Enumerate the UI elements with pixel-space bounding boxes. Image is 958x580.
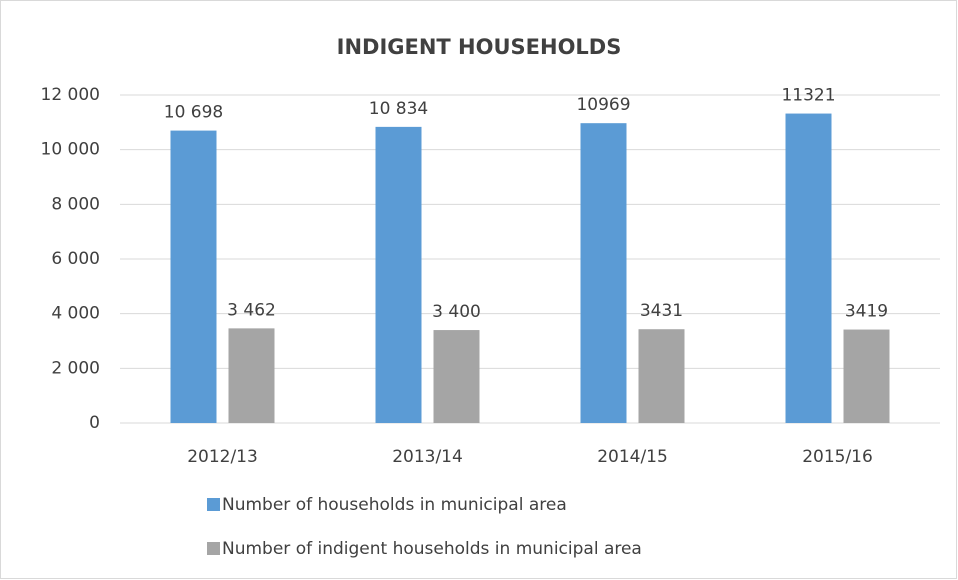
data-label: 3 462 — [227, 300, 276, 320]
bar — [433, 330, 480, 423]
data-label: 11321 — [781, 86, 835, 106]
y-tick-label: 6 000 — [51, 249, 100, 269]
data-label: 3 400 — [432, 302, 481, 322]
data-label: 3419 — [845, 302, 888, 322]
bar — [170, 130, 217, 423]
data-label: 10 834 — [369, 99, 428, 119]
y-tick-label: 10 000 — [41, 140, 100, 160]
legend-swatch — [207, 542, 220, 555]
y-tick-label: 2 000 — [51, 358, 100, 378]
bar — [843, 329, 890, 423]
x-tick-label: 2014/15 — [597, 447, 668, 467]
legend-label: Number of households in municipal area — [222, 495, 567, 515]
bar — [375, 126, 422, 423]
data-label: 10 698 — [164, 103, 223, 123]
x-tick-label: 2015/16 — [802, 447, 873, 467]
bar — [580, 123, 627, 423]
x-tick-label: 2013/14 — [392, 447, 463, 467]
legend-swatch — [207, 498, 220, 511]
data-label: 10969 — [576, 95, 630, 115]
y-tick-label: 0 — [89, 413, 100, 433]
bar — [638, 329, 685, 423]
data-label: 3431 — [640, 301, 683, 321]
y-tick-label: 4 000 — [51, 304, 100, 324]
bar — [785, 113, 832, 424]
y-tick-label: 12 000 — [41, 85, 100, 105]
x-tick-label: 2012/13 — [187, 447, 258, 467]
legend-label: Number of indigent households in municip… — [222, 539, 642, 559]
chart-title: INDIGENT HOUSEHOLDS — [337, 35, 622, 59]
bar — [228, 328, 275, 423]
y-tick-label: 8 000 — [51, 194, 100, 214]
